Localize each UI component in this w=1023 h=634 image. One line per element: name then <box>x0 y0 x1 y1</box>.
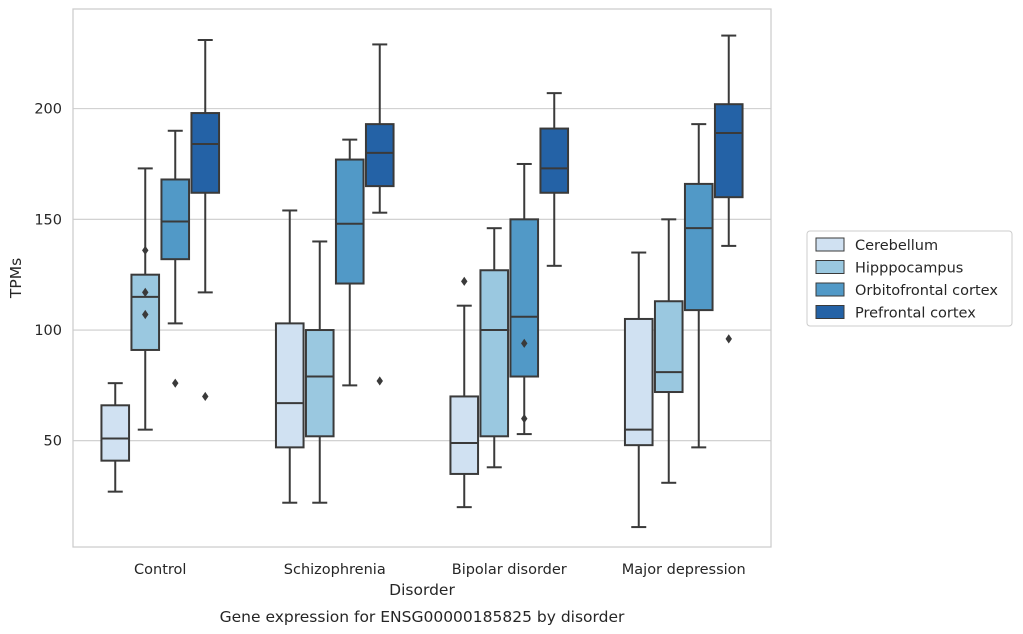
outlier-point <box>202 391 209 402</box>
box <box>623 317 654 447</box>
box-group <box>160 129 191 388</box>
legend-swatch <box>815 305 845 319</box>
box-group <box>190 38 221 402</box>
legend-swatch <box>815 237 845 252</box>
box <box>364 123 395 188</box>
box-group <box>653 218 684 484</box>
box <box>713 103 744 199</box>
box-group <box>713 34 744 344</box>
box <box>449 395 480 475</box>
box-group <box>100 382 131 493</box>
outlier-point <box>376 376 383 386</box>
y-tick-label: 200 <box>34 102 62 118</box>
box-group <box>539 92 570 267</box>
legend-frame <box>806 230 1013 327</box>
box <box>683 182 714 312</box>
box-group <box>683 123 714 449</box>
box-group <box>623 251 654 529</box>
x-tick-label: Bipolar disorder <box>452 562 567 578</box>
legend-swatch <box>815 282 845 297</box>
box <box>190 112 221 194</box>
legend: Cerebellum Hipppocampus Orbitofrontal cort… <box>806 230 1013 327</box>
legend-label: Hipppocampus <box>855 261 963 277</box>
boxes-group <box>100 34 744 529</box>
outlier-point <box>142 287 149 297</box>
box <box>334 158 365 285</box>
outlier-point <box>461 276 468 286</box>
box-group <box>274 209 305 504</box>
box <box>274 322 305 449</box>
legend-swatch <box>815 260 845 274</box>
legend-label: Orbitofrontal cortex <box>855 283 998 299</box>
legend-label: Cerebellum <box>855 238 938 254</box>
x-axis-label: Disorder <box>389 581 455 599</box>
outlier-point <box>725 334 732 344</box>
legend-label: Prefrontal cortex <box>855 306 976 322</box>
box-group <box>449 276 480 509</box>
y-tick-label: 50 <box>44 434 62 450</box>
box <box>160 178 191 261</box>
outlier-point <box>172 378 179 388</box>
box-group <box>509 162 540 436</box>
outlier-point <box>521 338 528 348</box>
outlier-point <box>521 413 528 424</box>
box-group <box>334 138 365 387</box>
box <box>539 127 570 194</box>
x-tick-label: Major depression <box>622 562 746 578</box>
y-axis-label: TPMs <box>7 258 25 299</box>
x-tick-label: Control <box>134 562 186 578</box>
x-tick-label: Schizophrenia <box>284 562 386 578</box>
box <box>304 329 335 438</box>
box <box>100 404 131 462</box>
chart-caption: Gene expression for ENSG00000185825 by d… <box>220 608 625 626</box>
box-group <box>304 240 335 504</box>
plot-area <box>72 8 772 548</box>
y-axis-ticks: 50 100 150 200 <box>34 102 62 450</box>
box-group <box>479 227 510 469</box>
outlier-point <box>142 245 149 255</box>
box-group <box>364 43 395 386</box>
box <box>509 218 540 378</box>
y-tick-label: 100 <box>34 323 62 339</box>
outlier-point <box>142 309 149 320</box>
y-tick-label: 150 <box>34 212 62 228</box>
box <box>479 269 510 438</box>
box-group <box>130 167 161 431</box>
x-axis-ticks: Control Schizophrenia Bipolar disorder Majo… <box>134 562 746 578</box>
box <box>653 300 684 394</box>
